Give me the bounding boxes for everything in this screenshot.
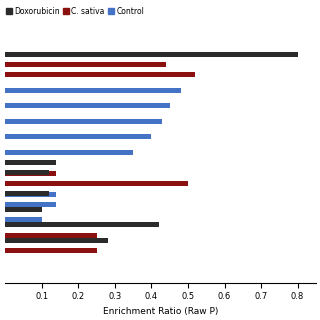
Bar <box>5 202 56 207</box>
Bar <box>5 233 97 238</box>
Bar <box>5 103 170 108</box>
Bar <box>5 52 298 57</box>
Legend: Doxorubicin, C. sativa, Control: Doxorubicin, C. sativa, Control <box>3 4 147 19</box>
Bar <box>5 160 56 165</box>
Bar <box>5 207 42 212</box>
Bar <box>5 191 49 196</box>
Bar <box>5 171 56 176</box>
Bar <box>5 88 181 93</box>
Bar <box>5 119 162 124</box>
Bar <box>5 150 133 155</box>
Bar <box>5 62 166 67</box>
Bar <box>5 72 195 77</box>
Bar <box>5 192 56 196</box>
Bar <box>5 222 159 227</box>
Bar <box>5 170 49 175</box>
Bar <box>5 134 151 140</box>
Bar <box>5 248 97 253</box>
Bar <box>5 181 188 186</box>
Bar <box>5 217 42 222</box>
X-axis label: Enrichment Ratio (Raw P): Enrichment Ratio (Raw P) <box>103 307 218 316</box>
Bar <box>5 237 108 243</box>
